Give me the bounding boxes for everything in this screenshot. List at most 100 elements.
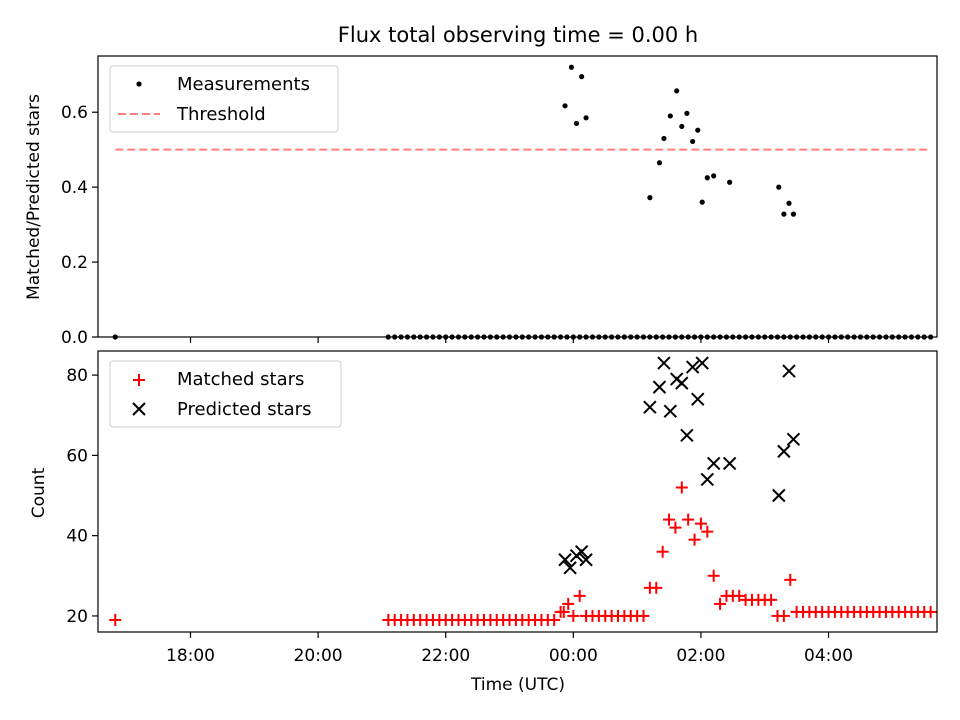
predicted-stars-point	[680, 428, 694, 443]
matched-stars-point	[656, 545, 669, 558]
count-x-ticks: 18:00 20:00 22:00 00:00 02:00 04:00	[166, 632, 853, 666]
x-tick-label: 20:00	[294, 646, 343, 666]
measurement-point	[776, 184, 782, 190]
y-tick-label: 20	[66, 607, 88, 627]
predicted-stars-point	[663, 404, 678, 418]
measurement-point	[727, 179, 733, 185]
predicted-stars-point	[563, 561, 577, 575]
legend-matched-label: Matched stars	[177, 369, 304, 390]
predicted-stars-point	[652, 380, 667, 394]
count-x-axis-label: Time (UTC)	[470, 675, 565, 695]
measurement-point	[704, 175, 710, 181]
matched-stars-point	[701, 525, 714, 538]
matched-stars-point	[109, 613, 122, 626]
matched-stars-point	[924, 605, 937, 618]
ratio-legend: Measurements Threshold	[109, 65, 339, 133]
matched-stars-point	[765, 593, 778, 606]
measurement-point	[674, 88, 680, 94]
predicted-stars-point	[675, 376, 689, 390]
measurement-point	[699, 199, 705, 205]
ratio-panel: 0.0 0.2 0.4 0.6 Matched/Predicted stars Mea…	[24, 55, 938, 348]
count-legend-box	[109, 360, 342, 428]
count-y-ticks: 20 40 60 80	[66, 366, 98, 627]
count-plot-frame	[97, 350, 938, 633]
predicted-stars-point	[700, 472, 715, 487]
ratio-plot-marks	[112, 64, 934, 340]
count-y-axis-label: Count	[29, 467, 49, 518]
ratio-x-ticks	[189, 337, 830, 343]
matched-stars-point	[694, 517, 707, 530]
predicted-stars-point	[695, 356, 709, 370]
matched-stars-point	[688, 533, 701, 546]
measurement-point	[690, 138, 696, 145]
measurement-point	[684, 110, 690, 116]
predicted-stars-point	[574, 545, 589, 559]
predicted-stars-point	[777, 444, 791, 459]
legend-predicted-marker	[132, 402, 146, 416]
measurement-point	[656, 160, 663, 166]
matched-stars-point	[682, 513, 695, 526]
predicted-stars-point	[643, 400, 657, 414]
matched-stars-point	[707, 569, 720, 582]
figure-title: Flux total observing time = 0.00 h	[338, 23, 698, 47]
legend-matched-marker	[133, 374, 145, 386]
count-legend: Matched stars Predicted stars	[109, 360, 342, 428]
matched-stars-point	[557, 605, 570, 618]
matched-stars-point	[573, 589, 586, 602]
x-tick-label: 02:00	[676, 646, 725, 666]
predicted-stars-point	[558, 553, 572, 567]
ratio-y-axis-label: Matched/Predicted stars	[24, 94, 44, 300]
measurement-point	[579, 74, 585, 80]
matched-stars-point	[784, 573, 797, 586]
predicted-stars-point	[691, 392, 705, 406]
predicted-stars-point	[579, 553, 593, 567]
measurement-point	[711, 173, 717, 179]
legend-predicted-label: Predicted stars	[177, 399, 311, 420]
matched-stars-point	[663, 513, 676, 526]
predicted-stars-point	[722, 456, 737, 471]
matched-stars-point	[669, 521, 682, 534]
y-tick-label: 0.0	[61, 328, 88, 348]
measurement-point	[562, 103, 568, 109]
measurement-point	[679, 123, 685, 130]
matched-stars-point	[567, 609, 580, 622]
matched-stars-point	[637, 609, 650, 622]
x-tick-label: 22:00	[421, 646, 470, 666]
matched-stars-point	[714, 597, 727, 610]
matched-stars-point	[777, 609, 790, 622]
y-tick-label: 0.6	[61, 103, 88, 123]
y-tick-label: 40	[66, 527, 88, 547]
matched-stars-point	[675, 481, 688, 494]
y-tick-label: 80	[66, 366, 88, 386]
legend-measurements-marker	[136, 81, 142, 87]
y-tick-label: 0.4	[61, 178, 88, 198]
ratio-plot-frame	[97, 55, 938, 338]
matched-stars-point	[650, 581, 663, 594]
ratio-y-ticks: 0.0 0.2 0.4 0.6	[61, 103, 98, 348]
measurement-point	[790, 211, 797, 217]
count-plot-marks	[109, 356, 937, 626]
measurement-point	[568, 64, 575, 70]
x-tick-label: 00:00	[549, 646, 598, 666]
measurement-point	[573, 120, 580, 127]
measurement-point	[786, 200, 792, 206]
matched-stars-point	[562, 597, 575, 610]
predicted-stars-point	[706, 456, 721, 471]
predicted-stars-point	[772, 488, 786, 503]
y-tick-label: 60	[66, 446, 88, 466]
measurement-point	[781, 211, 787, 217]
legend-threshold-label: Threshold	[176, 104, 266, 125]
measurement-point	[661, 135, 667, 142]
matched-stars-point	[733, 589, 746, 602]
predicted-stars-point	[685, 360, 700, 374]
legend-measurements-label: Measurements	[177, 74, 310, 95]
measurement-point	[695, 127, 701, 133]
predicted-stars-point	[786, 432, 801, 447]
ratio-legend-box	[109, 65, 339, 133]
measurement-point	[647, 195, 653, 201]
x-tick-label: 18:00	[166, 646, 215, 666]
measurement-point	[667, 113, 673, 119]
predicted-stars-point	[657, 356, 671, 370]
predicted-stars-point	[782, 364, 796, 378]
